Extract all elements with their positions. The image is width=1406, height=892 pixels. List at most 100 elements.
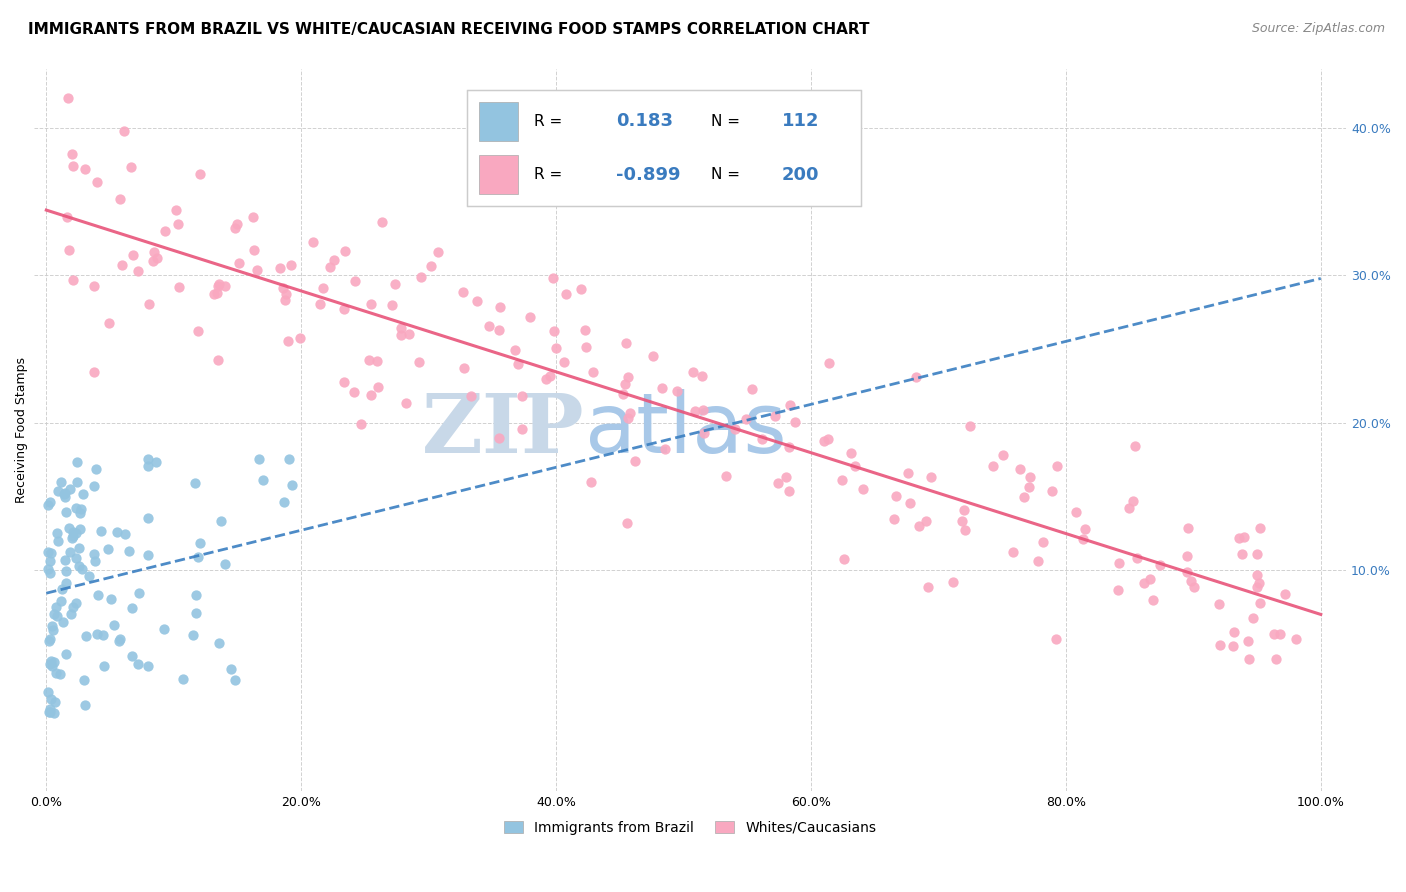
- Point: [343, 273, 366, 287]
- Point: [152, 622, 174, 636]
- Point: [1175, 549, 1198, 563]
- Point: [714, 469, 737, 483]
- Point: [955, 523, 977, 537]
- Point: [1274, 587, 1296, 601]
- Point: [1071, 532, 1094, 546]
- Point: [453, 360, 475, 375]
- Point: [67, 559, 90, 574]
- Point: [87, 588, 110, 602]
- Point: [451, 285, 474, 299]
- Point: [136, 658, 159, 673]
- Point: [52, 486, 75, 500]
- Point: [488, 323, 510, 337]
- Point: [146, 251, 169, 265]
- Point: [70, 502, 93, 516]
- Point: [208, 277, 231, 291]
- Point: [70, 562, 93, 576]
- Point: [1249, 596, 1271, 610]
- Point: [136, 458, 159, 473]
- Point: [309, 296, 332, 310]
- Point: [477, 319, 499, 334]
- Point: [90, 524, 112, 539]
- Point: [37, 545, 59, 559]
- Point: [1032, 534, 1054, 549]
- Point: [510, 389, 533, 403]
- Point: [93, 659, 115, 673]
- Point: [49, 667, 72, 681]
- Point: [751, 432, 773, 446]
- Point: [643, 349, 665, 363]
- Point: [651, 380, 673, 394]
- Point: [366, 354, 388, 368]
- Point: [775, 470, 797, 484]
- Point: [900, 496, 922, 510]
- Point: [45, 525, 67, 540]
- Point: [53, 490, 76, 504]
- Point: [778, 483, 800, 498]
- Point: [1073, 522, 1095, 536]
- Point: [127, 657, 149, 672]
- Point: [188, 536, 211, 550]
- Point: [55, 648, 77, 662]
- Point: [209, 514, 232, 528]
- Point: [83, 547, 105, 561]
- Point: [75, 629, 97, 643]
- Point: [844, 458, 866, 473]
- Point: [1126, 550, 1149, 565]
- Point: [274, 286, 297, 301]
- Point: [38, 495, 60, 509]
- Point: [73, 161, 96, 176]
- Point: [839, 446, 862, 460]
- Point: [46, 483, 69, 498]
- Point: [1233, 530, 1256, 544]
- Point: [42, 706, 65, 721]
- Text: Source: ZipAtlas.com: Source: ZipAtlas.com: [1251, 22, 1385, 36]
- Point: [1247, 576, 1270, 591]
- Point: [228, 256, 250, 270]
- Point: [44, 695, 66, 709]
- Point: [53, 553, 76, 567]
- Point: [97, 316, 120, 330]
- Point: [617, 369, 640, 384]
- Point: [72, 486, 94, 500]
- Point: [51, 582, 73, 596]
- Point: [56, 91, 79, 105]
- Point: [136, 548, 159, 562]
- Point: [398, 326, 420, 341]
- Point: [1223, 624, 1246, 639]
- Point: [508, 357, 530, 371]
- Point: [1268, 627, 1291, 641]
- Point: [56, 211, 79, 225]
- Point: [205, 286, 228, 301]
- Point: [246, 263, 269, 277]
- Point: [1208, 597, 1230, 611]
- Point: [288, 331, 311, 345]
- Point: [1241, 610, 1264, 624]
- Point: [83, 554, 105, 568]
- Point: [153, 224, 176, 238]
- Point: [617, 410, 640, 425]
- Point: [166, 217, 188, 231]
- Point: [69, 522, 91, 536]
- Point: [543, 324, 565, 338]
- Point: [62, 272, 84, 286]
- Point: [184, 476, 207, 491]
- Point: [121, 648, 143, 663]
- Point: [734, 412, 756, 426]
- Point: [53, 486, 76, 500]
- Point: [45, 665, 67, 680]
- Point: [127, 263, 149, 277]
- Point: [120, 161, 142, 175]
- Point: [534, 371, 557, 385]
- Point: [38, 554, 60, 568]
- Point: [75, 698, 97, 712]
- Y-axis label: Receiving Food Stamps: Receiving Food Stamps: [15, 357, 28, 503]
- Point: [84, 462, 107, 476]
- Point: [165, 203, 187, 218]
- Point: [62, 159, 84, 173]
- Point: [1237, 651, 1260, 665]
- Point: [145, 455, 167, 469]
- Point: [724, 421, 747, 435]
- Point: [60, 607, 83, 621]
- Point: [319, 260, 342, 274]
